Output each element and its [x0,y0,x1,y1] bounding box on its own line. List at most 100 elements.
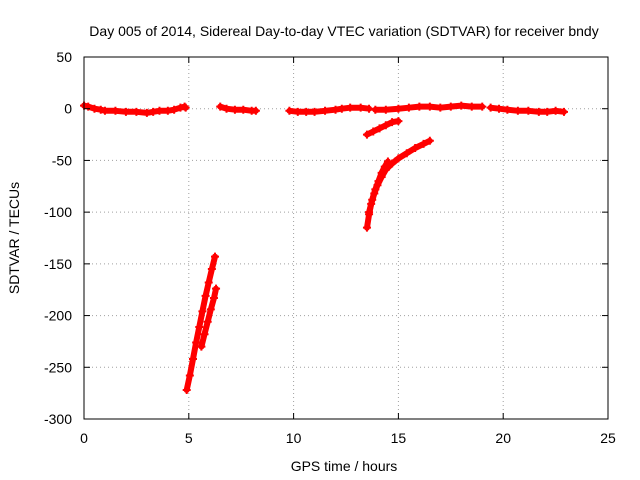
data-point [524,106,533,115]
data-point [209,293,218,302]
data-point [251,106,260,115]
data-point [185,371,194,380]
data-point [419,139,428,148]
data-point [374,177,383,186]
data-point [371,185,380,194]
data-point [96,105,105,114]
data-point [206,305,215,314]
data-point [534,107,543,116]
data-point [204,278,213,287]
x-tick-label: 15 [391,430,407,446]
axis-ticks: 0 5 10 15 20 25 -300 -250 -200 -150 -100 -50 0 50 [44,49,616,446]
data-point [207,265,216,274]
data-point [163,106,172,115]
data-point [411,144,420,153]
data-point [394,104,403,113]
data-point [377,168,386,177]
data-point [425,102,434,111]
y-tick-label: -250 [44,359,72,375]
y-tick-label: -200 [44,308,72,324]
data-point [503,105,512,114]
x-tick-label: 25 [600,430,616,446]
x-tick-label: 5 [185,430,193,446]
chart-title: Day 005 of 2014, Sidereal Day-to-day VTE… [89,23,598,39]
data-arc [80,101,190,117]
data-point [181,103,190,112]
data-arc [371,101,487,114]
data-points [80,101,568,395]
data-point [362,223,371,232]
data-arc [365,157,392,217]
data-point [142,108,151,117]
data-point [197,342,206,351]
data-point [331,105,340,114]
data-point [170,105,179,114]
data-point [310,107,319,116]
data-point [415,102,424,111]
data-point [394,154,403,163]
data-point [388,118,397,127]
data-point [222,104,231,113]
data-point [404,103,413,112]
data-point [380,162,389,171]
data-point [457,101,466,110]
data-point [551,106,560,115]
data-point [212,284,221,293]
data-point [436,103,445,112]
data-point [285,106,294,115]
data-point [84,102,93,111]
data-point [111,106,120,115]
y-tick-label: -150 [44,256,72,272]
data-point [365,208,374,217]
y-tick-label: -100 [44,204,72,220]
y-tick-label: -300 [44,411,72,427]
y-axis-title: SDTVAR / TECUs [6,182,22,294]
data-point [467,102,476,111]
data-trace [286,104,373,115]
data-arc [285,103,374,116]
data-point [293,107,302,116]
data-point [478,102,487,111]
data-point [362,130,371,139]
data-point [394,117,403,126]
data-point [495,104,504,113]
data-arc [486,103,568,116]
data-point [425,136,434,145]
data-point [182,386,191,395]
x-tick-label: 10 [286,430,302,446]
data-point [346,103,355,112]
data-point [371,105,380,114]
data-trace [183,253,218,393]
data-point [356,103,365,112]
data-point [402,149,411,158]
data-arc [182,252,219,395]
data-point [155,106,164,115]
data-point [192,338,201,347]
data-point [230,105,239,114]
data-arc [197,284,221,351]
data-point [195,322,204,331]
data-point [198,307,207,316]
data-point [381,105,390,114]
x-tick-label: 0 [80,430,88,446]
data-point [90,104,99,113]
data-point [559,107,568,116]
data-point [543,107,552,116]
data-point [201,291,210,300]
x-axis-title: GPS time / hours [291,458,398,474]
data-point [513,106,522,115]
data-point [100,106,109,115]
y-tick-label: 50 [56,49,72,65]
data-point [216,102,225,111]
data-point [132,107,141,116]
y-tick-label: -50 [52,152,72,168]
data-point [188,355,197,364]
data-point [211,252,219,261]
data-point [203,317,212,326]
plot-frame [83,56,609,420]
data-arc [362,117,403,139]
data-point [180,102,189,111]
data-point [149,107,158,116]
data-point [381,121,390,130]
